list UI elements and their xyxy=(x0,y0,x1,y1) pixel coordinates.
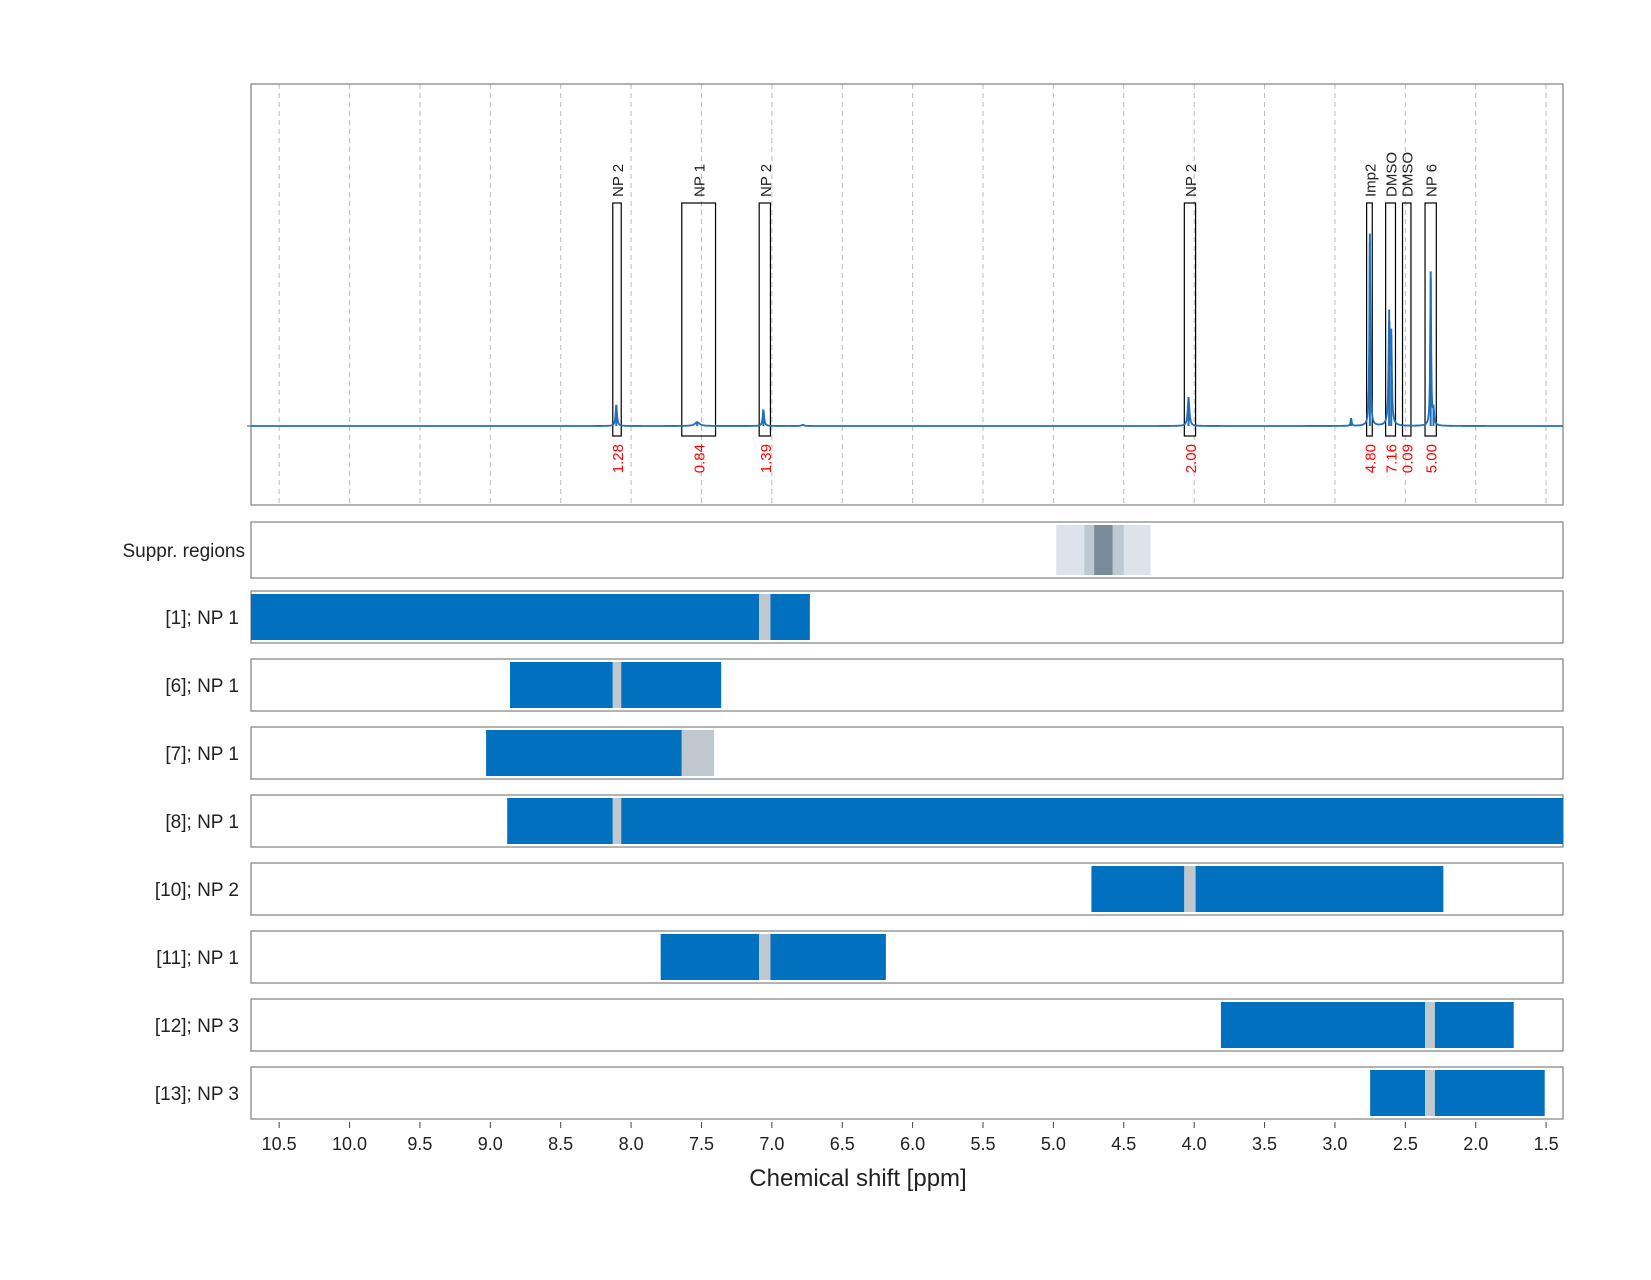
peak-region-label: NP 6 xyxy=(1424,164,1441,197)
peak-region-box xyxy=(612,202,622,437)
x-tick-label: 9.0 xyxy=(478,1134,503,1154)
range-gap xyxy=(759,594,771,640)
peak-region-box xyxy=(681,202,717,437)
x-tick-label: 4.0 xyxy=(1182,1134,1207,1154)
range-row-frame xyxy=(250,658,1564,712)
peak-region-label: NP 2 xyxy=(1183,164,1200,197)
range-row-label: [10]; NP 2 xyxy=(155,880,239,901)
spectrum-grid xyxy=(278,84,1547,505)
x-tick-label: 7.5 xyxy=(689,1134,714,1154)
peak-region-label: DMSO xyxy=(1400,152,1417,197)
peak-region-label: Imp2 xyxy=(1362,164,1379,197)
range-bar xyxy=(507,798,613,844)
range-bar xyxy=(1434,1070,1545,1116)
x-tick-label: 10.0 xyxy=(332,1134,367,1154)
range-gap xyxy=(1425,1070,1435,1116)
peak-region-box xyxy=(1183,202,1197,437)
suppression-label: Suppr. regions xyxy=(122,541,245,562)
integral-value: 0.09 xyxy=(1400,444,1417,473)
peak-region-label: DMSO xyxy=(1384,152,1401,197)
x-tick-label: 8.5 xyxy=(548,1134,573,1154)
spectrum-line xyxy=(251,243,1563,427)
range-row-label: [6]; NP 1 xyxy=(165,676,239,697)
range-bar xyxy=(1220,1002,1426,1048)
suppression-band xyxy=(1094,525,1113,575)
x-tick-label: 6.5 xyxy=(830,1134,855,1154)
spectrum-frame xyxy=(250,83,1564,506)
range-bar xyxy=(1091,866,1185,912)
integral-value: 1.39 xyxy=(758,444,775,473)
range-row-label: [12]; NP 3 xyxy=(155,1016,239,1037)
range-row-label: [11]; NP 1 xyxy=(156,948,239,969)
range-bar xyxy=(251,594,760,640)
peak-region-box xyxy=(758,202,772,437)
range-gap xyxy=(681,730,715,776)
range-row-label: [1]; NP 1 xyxy=(165,608,239,629)
integral-value: 0.84 xyxy=(692,444,709,473)
range-row-label: [13]; NP 3 xyxy=(155,1084,239,1105)
peak-region-label: NP 1 xyxy=(692,164,709,197)
range-row-label: [8]; NP 1 xyxy=(165,812,239,833)
x-tick-label: 6.0 xyxy=(900,1134,925,1154)
x-tick-label: 2.5 xyxy=(1393,1134,1418,1154)
range-row-label: [7]; NP 1 xyxy=(165,744,239,765)
range-bar xyxy=(1195,866,1444,912)
spectrum-panel: NP 2 1.28 NP 1 0.84 NP 2 1.39 NP 2 2.00 Imp2 4.80… xyxy=(247,83,1564,506)
x-tick-label: 4.5 xyxy=(1111,1134,1136,1154)
range-bar xyxy=(510,662,613,708)
x-axis-title: Chemical shift [ppm] xyxy=(749,1165,966,1192)
range-gap xyxy=(759,934,771,980)
range-row-frame xyxy=(250,726,1564,780)
x-axis: 10.5 10.0 9.5 9.0 8.5 8.0 7.5 7.0 6.5 6.0 5.5 5.0 4.… xyxy=(262,1122,1559,1154)
integral-value: 5.00 xyxy=(1424,444,1441,473)
peak-region-label: NP 2 xyxy=(758,164,775,197)
x-tick-label: 8.0 xyxy=(619,1134,644,1154)
x-tick-label: 9.5 xyxy=(407,1134,432,1154)
x-tick-label: 1.5 xyxy=(1534,1134,1559,1154)
peak-region-box xyxy=(1366,202,1373,437)
range-bar xyxy=(486,730,682,776)
peak-region-box xyxy=(1424,202,1437,437)
range-rows: [1]; NP 1 [6]; NP 1 [7]; NP 1 [8]; NP 1 [10]… xyxy=(155,590,1564,1120)
x-tick-label: 10.5 xyxy=(262,1134,297,1154)
x-tick-label: 7.0 xyxy=(759,1134,784,1154)
integral-value: 4.80 xyxy=(1362,444,1379,473)
x-tick-label: 2.0 xyxy=(1463,1134,1488,1154)
x-tick-label: 3.0 xyxy=(1322,1134,1347,1154)
x-tick-label: 5.0 xyxy=(1041,1134,1066,1154)
x-tick-label: 5.5 xyxy=(971,1134,996,1154)
range-gap xyxy=(1184,866,1196,912)
range-row-frame xyxy=(250,1066,1564,1120)
suppression-panel: Suppr. regions xyxy=(122,521,1564,579)
peak-region-box xyxy=(1401,202,1412,437)
range-gap xyxy=(612,798,622,844)
range-bar xyxy=(770,934,886,980)
range-gap xyxy=(1425,1002,1435,1048)
x-tick-label: 3.5 xyxy=(1252,1134,1277,1154)
range-bar xyxy=(1370,1070,1426,1116)
peak-region-label: NP 2 xyxy=(610,164,627,197)
range-gap xyxy=(612,662,622,708)
range-bar xyxy=(621,798,1563,844)
integral-value: 7.16 xyxy=(1384,444,1401,473)
suppression-frame xyxy=(250,521,1564,579)
range-bar xyxy=(621,662,722,708)
range-bar xyxy=(1434,1002,1514,1048)
integral-value: 1.28 xyxy=(610,444,627,473)
range-row-frame xyxy=(250,930,1564,984)
range-bar xyxy=(770,594,810,640)
integral-value: 2.00 xyxy=(1183,444,1200,473)
range-bar xyxy=(660,934,760,980)
peak-region-box xyxy=(1385,202,1397,437)
